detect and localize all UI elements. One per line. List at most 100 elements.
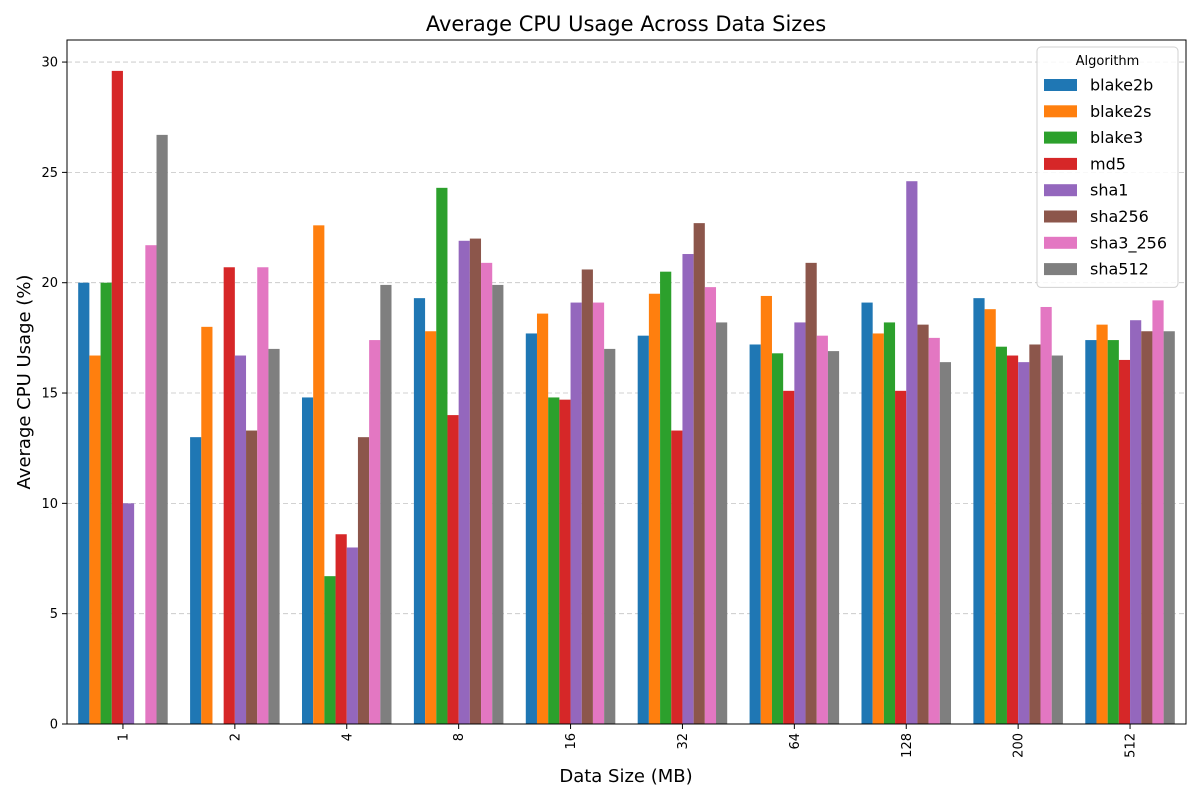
- bar-sha3_256: [1040, 306, 1052, 724]
- bar-sha256: [1141, 331, 1153, 724]
- bar-blake3: [660, 271, 672, 724]
- bar-blake2s: [425, 331, 437, 724]
- bar-sha1: [458, 240, 470, 724]
- bar-blake2b: [973, 298, 985, 724]
- bar-sha1: [906, 181, 918, 725]
- bar-sha256: [693, 223, 705, 724]
- x-axis-ticks: 1 2 4 8 16 32 64 128 200 512: [116, 724, 1139, 758]
- x-tick-label: 128: [900, 733, 915, 758]
- bar-blake2s: [872, 333, 884, 724]
- bar-sha3_256: [928, 337, 940, 724]
- bar-blake2s: [984, 309, 996, 724]
- y-tick-label: 20: [41, 276, 58, 291]
- bar-md5: [335, 534, 347, 724]
- bar-blake3: [1107, 340, 1119, 724]
- bar-sha3_256: [592, 302, 605, 724]
- bar-sha512: [939, 362, 952, 724]
- x-tick-label: 2: [228, 733, 243, 741]
- bar-sha256: [581, 269, 593, 724]
- x-tick-label: 4: [340, 733, 355, 741]
- bar-sha1: [234, 355, 247, 724]
- bar-md5: [783, 390, 795, 724]
- bar-md5: [1118, 359, 1131, 724]
- bar-blake2s: [201, 326, 213, 724]
- chart-title: Average CPU Usage Across Data Sizes: [426, 12, 826, 36]
- bar-sha1: [682, 254, 694, 724]
- bar-md5: [447, 415, 459, 724]
- bar-blake2s: [648, 293, 661, 724]
- x-tick-label: 512: [1124, 733, 1139, 758]
- bar-md5: [1006, 355, 1019, 724]
- y-axis-ticks: 0 5 10 15 20 25 30: [41, 56, 67, 733]
- bar-blake2s: [760, 295, 772, 724]
- bar-sha512: [268, 348, 280, 724]
- legend-swatch: [1044, 236, 1077, 249]
- bar-blake2b: [525, 333, 537, 724]
- bar-sha3_256: [369, 340, 381, 724]
- y-tick-label: 10: [41, 497, 58, 512]
- bar-sha256: [246, 430, 258, 724]
- bar-blake3: [771, 353, 784, 724]
- bar-sha512: [1051, 355, 1063, 724]
- bar-sha256: [1029, 344, 1041, 724]
- legend-swatch: [1044, 157, 1077, 170]
- legend-swatch: [1044, 131, 1077, 144]
- y-tick-label: 5: [50, 607, 58, 622]
- bar-blake3: [548, 397, 560, 724]
- legend-label: sha3_256: [1090, 233, 1167, 253]
- bar-sha256: [357, 437, 370, 724]
- legend-label: sha256: [1090, 207, 1149, 226]
- x-tick-label: 200: [1012, 733, 1027, 758]
- y-tick-label: 25: [41, 166, 58, 181]
- y-tick-label: 15: [41, 387, 58, 402]
- x-axis-label: Data Size (MB): [559, 766, 692, 787]
- bar-md5: [559, 399, 571, 724]
- x-tick-label: 32: [676, 733, 691, 750]
- bar-blake3: [436, 187, 448, 724]
- bar-sha512: [827, 351, 840, 724]
- legend-swatch: [1044, 79, 1077, 91]
- y-tick-label: 0: [50, 718, 58, 733]
- legend-label: md5: [1090, 154, 1126, 173]
- bar-blake2s: [1096, 324, 1108, 724]
- legend-label: blake3: [1090, 128, 1143, 147]
- legend-title: Algorithm: [1076, 54, 1140, 69]
- bar-blake3: [324, 576, 336, 724]
- bar-sha512: [604, 348, 616, 724]
- bar-md5: [223, 267, 235, 724]
- bar-sha512: [156, 134, 168, 724]
- bar-blake2b: [749, 344, 761, 724]
- x-tick-label: 64: [788, 733, 803, 750]
- bars: [78, 70, 1175, 725]
- bar-sha512: [380, 284, 392, 724]
- bar-sha3_256: [145, 245, 157, 724]
- bar-sha512: [492, 284, 504, 724]
- legend-swatch: [1044, 210, 1077, 223]
- bar-sha1: [346, 547, 358, 724]
- bar-sha1: [570, 302, 582, 724]
- bar-sha1: [1130, 320, 1142, 724]
- bar-sha3_256: [1152, 300, 1164, 724]
- bar-blake2s: [536, 313, 549, 724]
- bar-sha1: [1018, 362, 1030, 724]
- legend: Algorithm blake2b blake2s blake3 md5 sha1 sha2…: [1036, 46, 1179, 288]
- bar-sha1: [794, 322, 806, 724]
- bar-blake3: [883, 322, 896, 724]
- bar-md5: [895, 390, 907, 724]
- bar-blake2b: [78, 282, 90, 724]
- legend-label: sha512: [1090, 260, 1149, 279]
- bar-blake2s: [313, 225, 325, 725]
- legend-label: sha1: [1090, 181, 1128, 200]
- plot-frame: [66, 39, 1187, 725]
- bar-blake2b: [301, 397, 314, 724]
- bar-blake2b: [861, 302, 873, 724]
- legend-swatch: [1044, 105, 1077, 118]
- bar-sha3_256: [704, 287, 717, 724]
- bar-sha256: [917, 324, 929, 724]
- legend-swatch: [1044, 184, 1077, 197]
- bar-blake2s: [89, 355, 101, 724]
- bar-blake3: [100, 282, 112, 724]
- bar-blake2b: [1085, 340, 1097, 724]
- bar-sha512: [716, 322, 728, 724]
- x-tick-label: 8: [452, 733, 467, 741]
